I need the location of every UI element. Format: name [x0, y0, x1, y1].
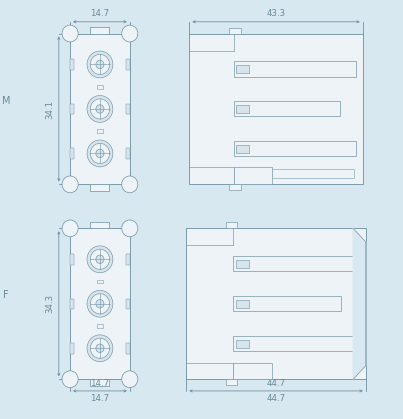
Text: 14.7: 14.7 — [90, 379, 110, 388]
Circle shape — [87, 140, 113, 167]
Text: 14.7: 14.7 — [90, 10, 110, 18]
Bar — [236, 105, 249, 113]
Bar — [90, 222, 110, 228]
Bar — [126, 343, 130, 354]
Circle shape — [62, 220, 78, 237]
Bar — [236, 339, 249, 348]
Bar — [126, 59, 130, 70]
Bar — [233, 256, 357, 272]
Bar — [70, 343, 74, 354]
Circle shape — [87, 51, 113, 78]
Bar — [97, 324, 103, 328]
Bar — [234, 101, 340, 116]
Bar — [189, 34, 363, 184]
Bar — [70, 254, 74, 264]
Bar — [186, 228, 366, 379]
Bar — [70, 148, 74, 159]
Circle shape — [90, 338, 110, 358]
Circle shape — [90, 249, 110, 269]
Circle shape — [90, 143, 110, 163]
Bar — [97, 279, 103, 283]
Bar — [236, 65, 249, 73]
Circle shape — [87, 335, 113, 362]
Circle shape — [122, 25, 138, 42]
Circle shape — [87, 96, 113, 122]
Bar — [226, 222, 237, 228]
Circle shape — [87, 246, 113, 273]
Bar — [272, 169, 354, 178]
Circle shape — [96, 105, 104, 113]
Polygon shape — [353, 228, 366, 379]
Circle shape — [62, 176, 78, 193]
Circle shape — [96, 344, 104, 352]
Bar — [236, 260, 249, 268]
Bar — [126, 298, 130, 309]
Circle shape — [90, 294, 110, 314]
Bar — [234, 141, 356, 156]
Circle shape — [96, 60, 104, 69]
Bar — [234, 167, 272, 184]
Circle shape — [62, 25, 78, 42]
Text: 14.7: 14.7 — [90, 394, 110, 403]
Circle shape — [122, 220, 138, 237]
Circle shape — [96, 149, 104, 158]
Bar — [234, 62, 356, 77]
Bar — [90, 184, 110, 191]
Text: 44.7: 44.7 — [266, 394, 286, 403]
Text: 34.3: 34.3 — [45, 294, 54, 313]
Circle shape — [90, 54, 110, 75]
Bar — [70, 298, 74, 309]
Bar — [126, 148, 130, 159]
Circle shape — [96, 255, 104, 264]
Circle shape — [90, 99, 110, 119]
Bar — [70, 103, 74, 114]
Bar — [97, 85, 103, 88]
Bar — [229, 184, 241, 190]
Circle shape — [96, 300, 104, 308]
Bar — [90, 27, 110, 34]
Bar — [226, 379, 237, 385]
Circle shape — [87, 290, 113, 317]
Circle shape — [122, 176, 138, 193]
Text: 34.1: 34.1 — [45, 99, 54, 119]
Text: M: M — [2, 96, 10, 106]
Bar — [90, 379, 110, 386]
Text: 43.3: 43.3 — [266, 10, 286, 18]
Bar — [233, 362, 272, 379]
Circle shape — [122, 371, 138, 388]
Bar — [236, 300, 249, 308]
Bar — [70, 228, 130, 379]
Bar — [126, 254, 130, 264]
Bar — [70, 59, 74, 70]
Circle shape — [62, 371, 78, 388]
Bar — [229, 28, 241, 34]
Bar — [126, 103, 130, 114]
Text: F: F — [3, 290, 9, 300]
Bar — [236, 145, 249, 153]
Bar — [97, 129, 103, 133]
Bar — [70, 34, 130, 184]
Bar — [233, 336, 357, 351]
Bar — [233, 296, 341, 311]
Text: 44.7: 44.7 — [266, 379, 286, 388]
